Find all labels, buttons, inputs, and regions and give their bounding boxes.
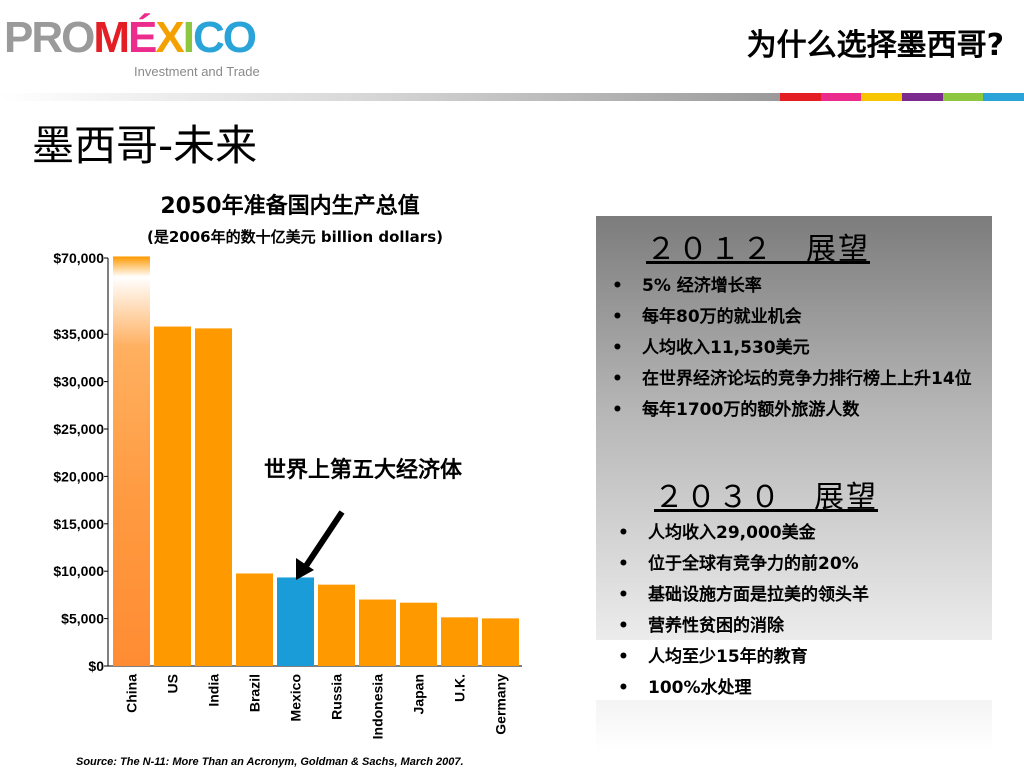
y-tick-label: $10,000 [53, 563, 104, 579]
bar-japan [400, 602, 437, 666]
stripe-0 [780, 93, 821, 101]
callout-arrow [296, 510, 345, 580]
y-tick-label: $15,000 [53, 516, 104, 532]
bar-indonesia [359, 599, 396, 666]
logo-tagline: Investment and Trade [134, 64, 260, 79]
list-item: • 基础设施方面是拉美的领头羊 [612, 583, 992, 607]
x-tick-label: Russia [329, 674, 345, 720]
header-divider [0, 93, 780, 101]
stripe-1 [820, 93, 862, 101]
outlook-2030-heading: ２０３０ 展望 [654, 480, 878, 515]
bullet-text: 营养性贫困的消除 [648, 616, 784, 636]
list-item: • 营养性贫困的消除 [612, 614, 992, 638]
bullet-text: 在世界经济论坛的竞争力排行榜上上升14位 [642, 369, 972, 389]
logo-wordmark: PROMÉXICO [4, 13, 257, 62]
outlook-2012-heading: ２０１２ 展望 [646, 232, 870, 267]
chart-subtitle: (是2006年的数十亿美元 billion dollars) [147, 228, 443, 246]
list-item: • 位于全球有竞争力的前20% [612, 552, 992, 576]
stripe-2 [861, 93, 903, 101]
y-tick-label: $30,000 [53, 374, 104, 390]
bullet-dot: • [612, 369, 623, 389]
bar-uk [441, 617, 478, 666]
y-tick-label: $20,000 [53, 468, 104, 484]
list-item: • 100%水处理 [612, 676, 992, 700]
stripe-4 [942, 93, 984, 101]
y-tick-label: $0 [88, 658, 104, 674]
bar-russia [318, 584, 355, 666]
list-item: • 人均收入29,000美金 [612, 521, 992, 545]
list-item: • 每年80万的就业机会 [606, 305, 992, 329]
x-tick-label: India [206, 674, 222, 707]
x-tick-label: U.K. [452, 674, 468, 702]
source-note: Source: The N-11: More Than an Acronym, … [76, 756, 464, 768]
x-tick-label: Indonesia [370, 674, 386, 740]
bullet-dot: • [612, 276, 623, 296]
bullet-dot: • [618, 523, 629, 543]
stripe-5 [983, 93, 1024, 101]
outlook-2012-list: • 5% 经济增长率 • 每年80万的就业机会 • 人均收入11,530美元 • 在世界经济论… [606, 274, 992, 429]
bullet-text: 人均至少15年的教育 [648, 647, 808, 667]
bullet-text: 5% 经济增长率 [642, 276, 762, 296]
bullet-dot: • [612, 307, 623, 327]
bullet-text: 每年80万的就业机会 [642, 307, 802, 327]
chart-title: 2050年准备国内生产总值 [160, 194, 420, 219]
bar-germany [482, 618, 519, 666]
list-item: • 5% 经济增长率 [606, 274, 992, 298]
y-tick-label: $25,000 [53, 421, 104, 437]
header-title: 为什么选择墨西哥? [746, 28, 1004, 63]
list-item: • 人均至少15年的教育 [612, 645, 992, 669]
outlook-panel [596, 216, 992, 640]
outlook-2030-list: • 人均收入29,000美金 • 位于全球有竞争力的前20% • 基础设施方面是拉美的领头… [612, 521, 992, 707]
stripe-3 [902, 93, 943, 101]
list-item: • 每年1700万的额外旅游人数 [606, 398, 992, 422]
bullet-text: 每年1700万的额外旅游人数 [642, 400, 860, 420]
promexico-logo: PROMÉXICO Investment and Trade [4, 8, 284, 84]
x-tick-label: China [124, 674, 140, 713]
bullet-dot: • [618, 554, 629, 574]
bullet-dot: • [618, 678, 629, 698]
bullet-dot: • [618, 616, 629, 636]
y-tick-label: $70,000 [53, 250, 104, 266]
bullet-dot: • [618, 647, 629, 667]
x-tick-label: Brazil [247, 674, 263, 712]
x-tick-label: Mexico [288, 674, 304, 721]
bullet-text: 人均收入29,000美金 [648, 523, 816, 543]
bullet-text: 人均收入11,530美元 [642, 338, 810, 358]
y-tick-label: $35,000 [53, 326, 104, 342]
bar-india [195, 328, 232, 666]
bullet-text: 100%水处理 [648, 678, 752, 698]
list-item: • 人均收入11,530美元 [606, 336, 992, 360]
chart-annotation: 世界上第五大经济体 [263, 458, 462, 483]
bullet-text: 位于全球有竞争力的前20% [648, 554, 859, 574]
bar-china [113, 256, 150, 666]
x-tick-label: Germany [493, 674, 509, 735]
bar-us [154, 326, 191, 666]
gdp-bar-chart: $0 $5,000 $10,000 $15,000 $20,000 $25,000 $30,… [53, 250, 522, 740]
bullet-dot: • [618, 585, 629, 605]
x-tick-label: US [165, 674, 181, 693]
color-stripes [780, 93, 1024, 101]
bar-brazil [236, 573, 273, 666]
list-item: • 在世界经济论坛的竞争力排行榜上上升14位 [606, 367, 992, 391]
bullet-dot: • [612, 400, 623, 420]
x-tick-label: Japan [411, 674, 427, 714]
y-tick-label: $5,000 [61, 611, 104, 627]
bullet-dot: • [612, 338, 623, 358]
slide-title: 墨西哥-未来 [32, 121, 258, 170]
bar-mexico [277, 577, 314, 666]
outlook-panel-tail [596, 700, 992, 752]
bullet-text: 基础设施方面是拉美的领头羊 [648, 585, 869, 605]
